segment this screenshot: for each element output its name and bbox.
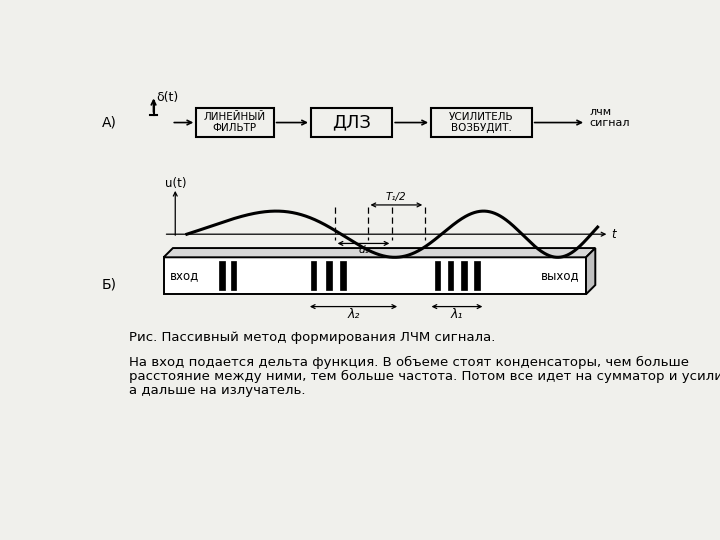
Bar: [435, 261, 441, 291]
Text: λ₂: λ₂: [347, 308, 360, 321]
Bar: [196, 108, 274, 137]
Text: лчм: лчм: [590, 107, 612, 117]
Bar: [462, 261, 467, 291]
Bar: [311, 108, 392, 137]
Bar: [163, 257, 586, 294]
Text: сигнал: сигнал: [590, 118, 631, 128]
Bar: [220, 261, 225, 291]
Text: λ₁: λ₁: [451, 308, 463, 321]
Text: а дальше на излучатель.: а дальше на излучатель.: [129, 383, 305, 396]
Text: А): А): [102, 116, 117, 130]
Text: Рис. Пассивный метод формирования ЛЧМ сигнала.: Рис. Пассивный метод формирования ЛЧМ си…: [129, 331, 495, 344]
Text: T₁/2: T₁/2: [386, 192, 407, 202]
Bar: [448, 261, 454, 291]
Text: t: t: [611, 228, 616, 241]
Text: δ(t): δ(t): [157, 91, 179, 104]
Text: На вход подается дельта функция. В объеме стоят конденсаторы, чем больше: На вход подается дельта функция. В объем…: [129, 356, 689, 369]
Text: u(t): u(t): [165, 177, 186, 190]
Text: УСИЛИТЕЛЬ
ВОЗБУДИТ.: УСИЛИТЕЛЬ ВОЗБУДИТ.: [449, 112, 513, 133]
Text: ЛИНЕЙНЫЙ
ФИЛЬТР: ЛИНЕЙНЫЙ ФИЛЬТР: [204, 112, 266, 133]
Bar: [326, 261, 332, 291]
Bar: [341, 261, 346, 291]
Text: вход: вход: [170, 269, 199, 282]
Polygon shape: [586, 248, 595, 294]
Text: выход: выход: [541, 269, 580, 282]
Bar: [231, 261, 236, 291]
Text: расстояние между ними, тем больше частота. Потом все идет на сумматор и усилител: расстояние между ними, тем больше частот…: [129, 370, 720, 383]
Text: ДЛЗ: ДЛЗ: [332, 113, 371, 132]
Text: d₁: d₁: [358, 245, 369, 255]
Bar: [311, 261, 316, 291]
Bar: [431, 108, 532, 137]
Text: Б): Б): [102, 277, 117, 291]
Bar: [474, 261, 480, 291]
Polygon shape: [163, 248, 595, 257]
